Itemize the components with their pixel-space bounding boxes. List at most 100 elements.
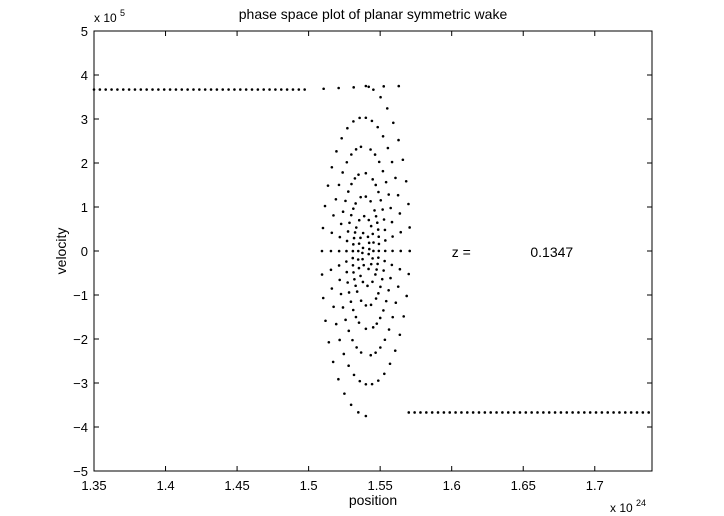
data-point [408,249,412,253]
data-point [386,146,390,150]
data-point [334,322,338,326]
y-tick-label: −1 [73,288,88,303]
data-point [369,148,372,151]
data-point [547,411,551,414]
data-point [381,134,385,138]
data-point [381,208,384,211]
data-point [162,88,166,91]
data-point [382,85,386,88]
data-point [454,411,457,414]
data-point [377,160,381,164]
data-point [391,249,394,253]
data-point [351,308,355,312]
data-point [390,220,394,224]
data-point [364,84,368,88]
data-point [352,207,355,210]
data-point [407,272,411,276]
data-point [369,262,373,266]
data-point [430,411,434,414]
data-point [347,190,350,193]
y-tick-label: −4 [73,420,88,435]
data-point [376,125,380,129]
data-point [331,360,335,364]
data-point [367,252,370,256]
data-point [359,274,362,278]
x-tick-label: 1.7 [586,478,604,493]
data-point [364,304,368,307]
data-point [358,379,362,383]
data-point [357,218,361,222]
data-point [351,256,355,260]
data-point [323,204,327,208]
data-point [353,177,357,180]
data-point [392,121,395,125]
x-axis-ticks [93,31,596,471]
data-point [321,296,325,300]
data-point [399,249,403,253]
data-point [419,411,422,414]
data-point [390,263,394,267]
data-point [477,411,481,414]
data-point [285,88,289,91]
data-point [376,262,379,266]
data-point [398,333,402,337]
data-point [350,182,353,186]
data-point [351,263,355,267]
data-point [377,256,380,259]
data-point [378,316,382,320]
data-point [297,88,301,91]
data-point [345,160,349,164]
data-point [377,292,380,295]
data-point [351,338,354,342]
data-point [393,349,397,352]
data-point [518,411,522,414]
data-point [352,236,356,240]
data-point [343,392,346,395]
data-point [339,222,343,226]
data-point [354,284,357,288]
data-point [382,309,385,312]
data-point [364,171,368,175]
data-point [346,126,349,130]
data-point [361,257,364,261]
data-point [352,373,356,377]
data-point [320,249,324,253]
data-point [145,88,148,91]
data-point [373,209,376,212]
data-point [104,88,107,91]
data-point [291,88,295,91]
data-point [233,88,236,91]
data-point [127,88,131,91]
data-point [374,297,378,300]
data-point [374,351,377,354]
data-point [374,183,378,187]
data-point [341,171,344,174]
data-point [347,364,350,368]
data-point [370,382,374,386]
data-point [384,239,387,242]
data-point [397,84,401,88]
data-point [366,235,370,239]
data-point [362,263,366,267]
data-point [394,176,397,180]
data-point [387,193,391,196]
data-point [371,326,375,329]
data-point [151,88,154,91]
data-point [571,411,574,414]
data-point [356,249,360,253]
data-point [359,195,362,199]
data-point [530,411,533,414]
data-point [367,241,371,245]
data-point [346,230,350,233]
y-multiplier-base: x 10 [94,11,117,25]
data-point [370,119,374,123]
x-tick-label: 1.35 [81,478,106,493]
data-point [338,278,342,282]
x-multiplier-base: x 10 [610,501,633,515]
data-point [215,88,219,91]
data-point [320,273,324,276]
data-point [168,88,172,91]
data-point [357,242,361,245]
data-point [344,199,347,203]
